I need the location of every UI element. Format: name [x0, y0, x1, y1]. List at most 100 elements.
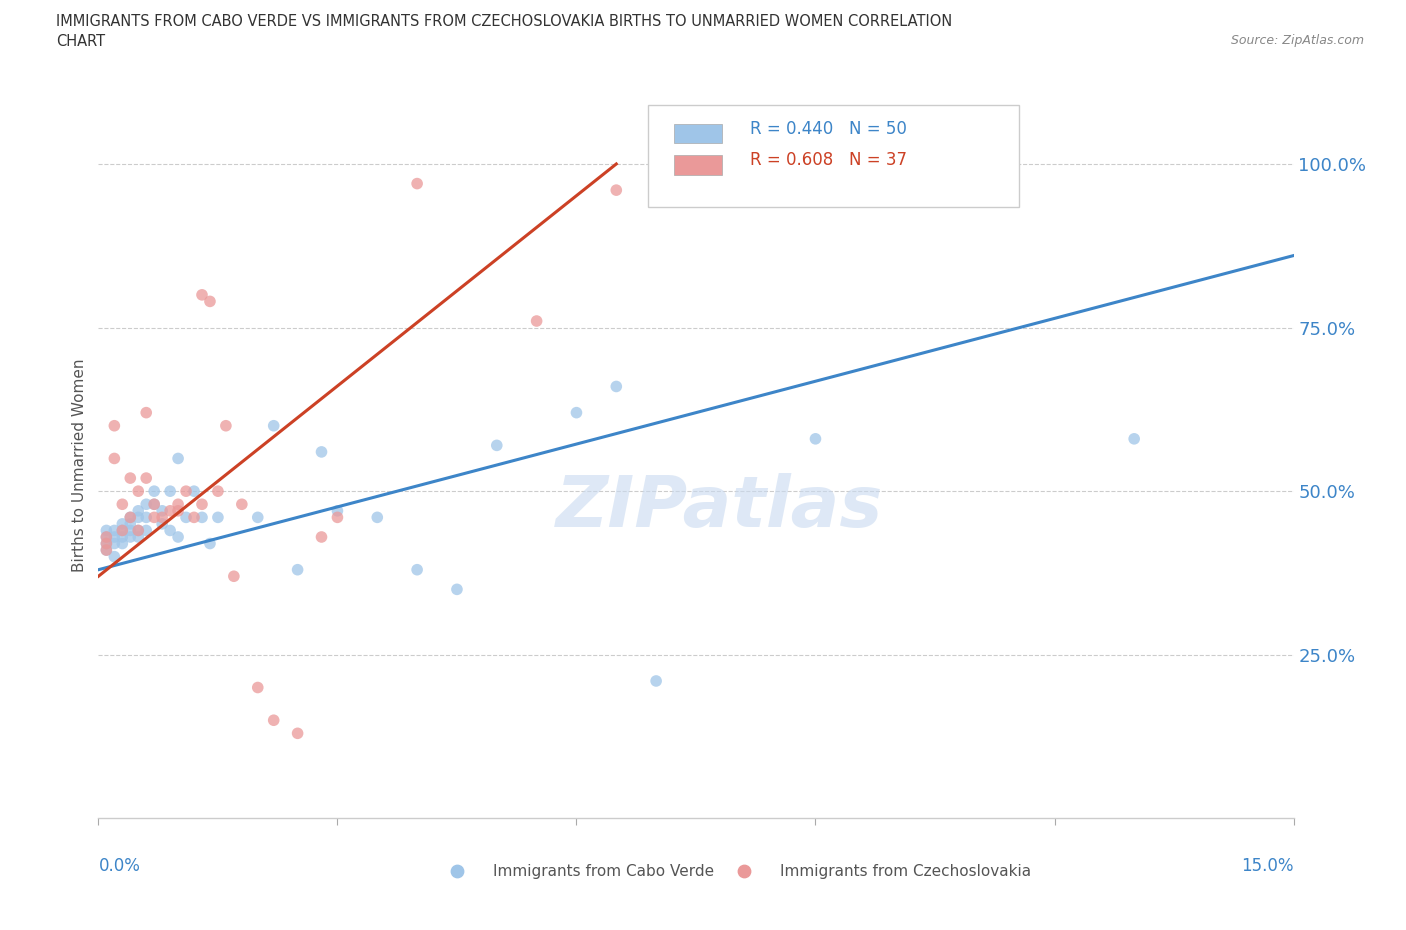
Point — [605, 379, 627, 394]
Text: Source: ZipAtlas.com: Source: ZipAtlas.com — [1230, 34, 1364, 47]
Point — [311, 445, 333, 459]
Point — [174, 484, 197, 498]
Point — [120, 516, 142, 531]
Point — [96, 523, 118, 538]
Y-axis label: Births to Unmarried Women: Births to Unmarried Women — [72, 358, 87, 572]
Point — [135, 405, 157, 420]
Point — [103, 523, 125, 538]
Point — [127, 523, 149, 538]
Text: CHART: CHART — [56, 34, 105, 49]
Point — [96, 542, 118, 557]
Point — [143, 497, 166, 512]
Point — [231, 497, 253, 512]
Point — [605, 182, 627, 197]
Point — [143, 510, 166, 525]
Point — [246, 510, 269, 525]
Point — [96, 542, 118, 557]
Point — [167, 451, 190, 466]
Point — [246, 680, 269, 695]
FancyBboxPatch shape — [648, 104, 1019, 207]
Text: Immigrants from Cabo Verde: Immigrants from Cabo Verde — [494, 864, 714, 879]
Point — [207, 484, 229, 498]
Point — [96, 536, 118, 551]
Point — [103, 550, 125, 565]
Point — [159, 503, 181, 518]
Point — [111, 497, 134, 512]
Point — [111, 523, 134, 538]
Point — [103, 418, 125, 433]
Point — [103, 529, 125, 544]
Point — [724, 176, 747, 191]
Point — [135, 497, 157, 512]
Point — [222, 569, 245, 584]
Point — [127, 484, 149, 498]
Point — [159, 484, 181, 498]
Point — [167, 529, 190, 544]
Point — [103, 536, 125, 551]
Point — [159, 523, 181, 538]
Point — [150, 516, 173, 531]
Point — [135, 523, 157, 538]
Point — [287, 563, 309, 578]
Point — [120, 529, 142, 544]
Point — [167, 503, 190, 518]
Point — [366, 510, 388, 525]
Point — [645, 673, 668, 688]
Point — [127, 529, 149, 544]
Point — [191, 510, 214, 525]
Point — [287, 726, 309, 741]
Text: 15.0%: 15.0% — [1241, 857, 1294, 875]
Point — [326, 510, 349, 525]
Point — [263, 418, 285, 433]
Point — [143, 497, 166, 512]
Point — [127, 510, 149, 525]
Text: 0.0%: 0.0% — [98, 857, 141, 875]
Point — [263, 712, 285, 727]
Point — [198, 294, 221, 309]
Point — [127, 503, 149, 518]
Point — [120, 510, 142, 525]
Point — [804, 432, 827, 446]
Point — [111, 536, 134, 551]
Point — [96, 529, 118, 544]
Point — [485, 438, 508, 453]
Point — [111, 523, 134, 538]
Point — [96, 536, 118, 551]
Point — [150, 503, 173, 518]
Point — [120, 510, 142, 525]
Text: R = 0.608   N = 37: R = 0.608 N = 37 — [749, 151, 907, 168]
Point — [215, 418, 238, 433]
Point — [191, 287, 214, 302]
Point — [120, 523, 142, 538]
Point — [406, 176, 429, 191]
Point — [127, 523, 149, 538]
Point — [406, 563, 429, 578]
Point — [96, 529, 118, 544]
Point — [198, 536, 221, 551]
Point — [143, 484, 166, 498]
Point — [446, 582, 468, 597]
Point — [565, 405, 588, 420]
Text: ZIPatlas: ZIPatlas — [557, 473, 883, 542]
Point — [183, 484, 205, 498]
Point — [1123, 432, 1146, 446]
Point — [103, 451, 125, 466]
Point — [167, 497, 190, 512]
Point — [111, 529, 134, 544]
Point — [135, 510, 157, 525]
Point — [526, 313, 548, 328]
Point — [111, 516, 134, 531]
Point — [191, 497, 214, 512]
Text: Immigrants from Czechoslovakia: Immigrants from Czechoslovakia — [779, 864, 1031, 879]
Point — [174, 510, 197, 525]
Point — [207, 510, 229, 525]
Point — [326, 503, 349, 518]
Text: R = 0.440   N = 50: R = 0.440 N = 50 — [749, 120, 907, 139]
Point — [311, 529, 333, 544]
Point — [120, 471, 142, 485]
FancyBboxPatch shape — [675, 124, 723, 143]
Point — [150, 510, 173, 525]
Point — [135, 471, 157, 485]
FancyBboxPatch shape — [675, 155, 723, 175]
Text: IMMIGRANTS FROM CABO VERDE VS IMMIGRANTS FROM CZECHOSLOVAKIA BIRTHS TO UNMARRIED: IMMIGRANTS FROM CABO VERDE VS IMMIGRANTS… — [56, 14, 952, 29]
